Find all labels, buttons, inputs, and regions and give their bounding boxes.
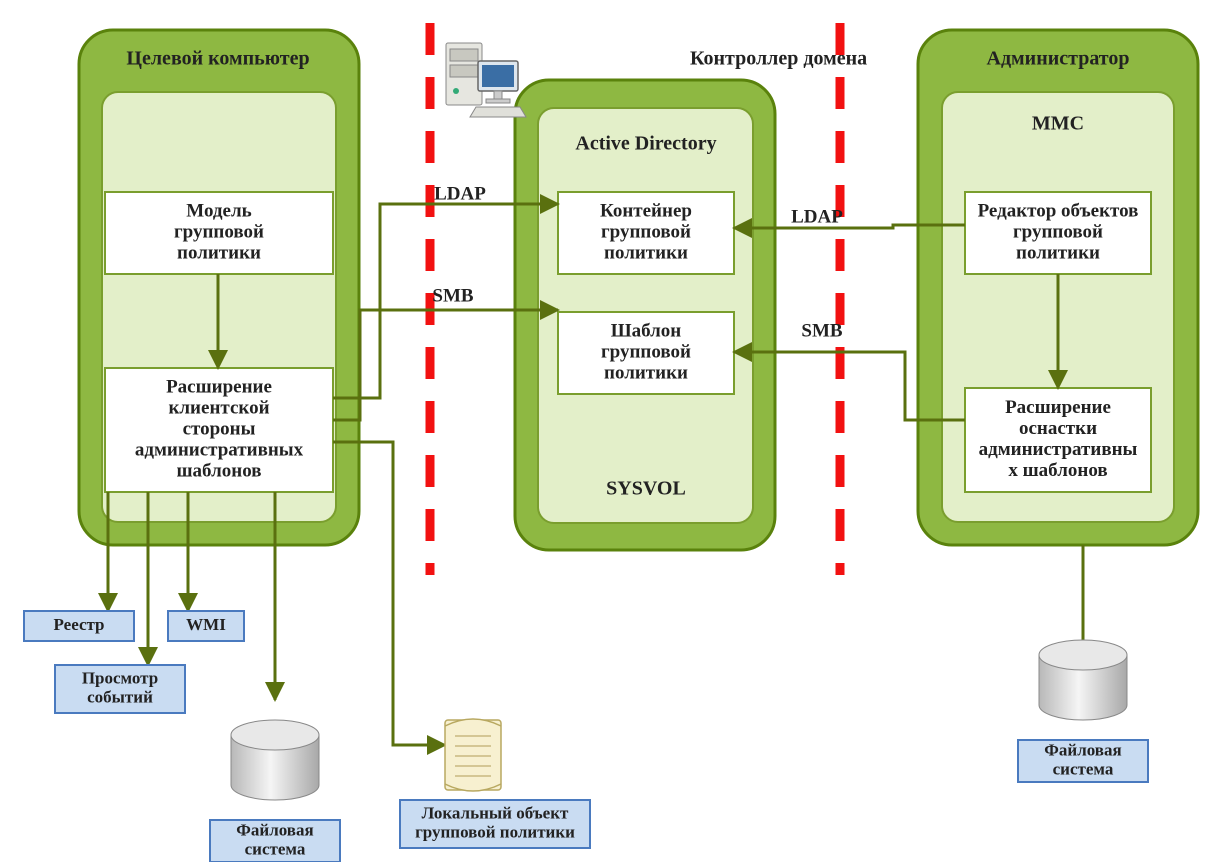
svg-text:групповой: групповой <box>601 221 691 242</box>
svg-text:LDAP: LDAP <box>791 206 843 227</box>
svg-text:Active Directory: Active Directory <box>575 133 716 155</box>
svg-text:х шаблонов: х шаблонов <box>1008 460 1107 481</box>
svg-text:административны: административны <box>979 439 1138 460</box>
svg-text:клиентской: клиентской <box>168 397 269 418</box>
svg-text:административных: административных <box>135 439 304 460</box>
svg-text:Просмотр: Просмотр <box>82 668 158 687</box>
svg-text:политики: политики <box>177 242 261 263</box>
svg-text:WMI: WMI <box>186 615 226 634</box>
svg-text:SYSVOL: SYSVOL <box>606 478 686 500</box>
svg-text:Файловая: Файловая <box>1044 740 1121 759</box>
svg-text:Контейнер: Контейнер <box>600 200 692 221</box>
svg-text:политики: политики <box>604 242 688 263</box>
svg-text:Шаблон: Шаблон <box>611 320 682 341</box>
svg-text:шаблонов: шаблонов <box>177 460 262 481</box>
svg-text:MMC: MMC <box>1032 113 1084 135</box>
svg-text:групповой политики: групповой политики <box>415 822 575 841</box>
svg-text:Локальный объект: Локальный объект <box>422 803 569 822</box>
svg-text:Редактор объектов: Редактор объектов <box>978 200 1139 221</box>
diagram-canvas: Целевой компьютерКонтроллер доменаАдмини… <box>0 0 1231 862</box>
svg-text:Модель: Модель <box>186 200 251 221</box>
svg-text:система: система <box>245 839 306 858</box>
scroll-icon <box>445 720 501 790</box>
svg-text:политики: политики <box>1016 242 1100 263</box>
svg-text:оснастки: оснастки <box>1019 418 1097 439</box>
svg-text:Расширение: Расширение <box>1005 397 1111 418</box>
svg-text:Расширение: Расширение <box>166 376 272 397</box>
svg-text:SMB: SMB <box>801 320 843 341</box>
svg-text:Администратор: Администратор <box>987 48 1130 70</box>
svg-text:групповой: групповой <box>601 341 691 362</box>
svg-text:стороны: стороны <box>183 418 256 439</box>
svg-text:политики: политики <box>604 362 688 383</box>
svg-text:событий: событий <box>87 687 153 706</box>
svg-text:групповой: групповой <box>1013 221 1103 242</box>
svg-text:Файловая: Файловая <box>236 820 313 839</box>
svg-text:LDAP: LDAP <box>434 183 486 204</box>
svg-text:Целевой компьютер: Целевой компьютер <box>126 48 309 70</box>
svg-text:система: система <box>1053 759 1114 778</box>
svg-text:Реестр: Реестр <box>53 615 104 634</box>
svg-text:групповой: групповой <box>174 221 264 242</box>
svg-text:SMB: SMB <box>432 285 474 306</box>
